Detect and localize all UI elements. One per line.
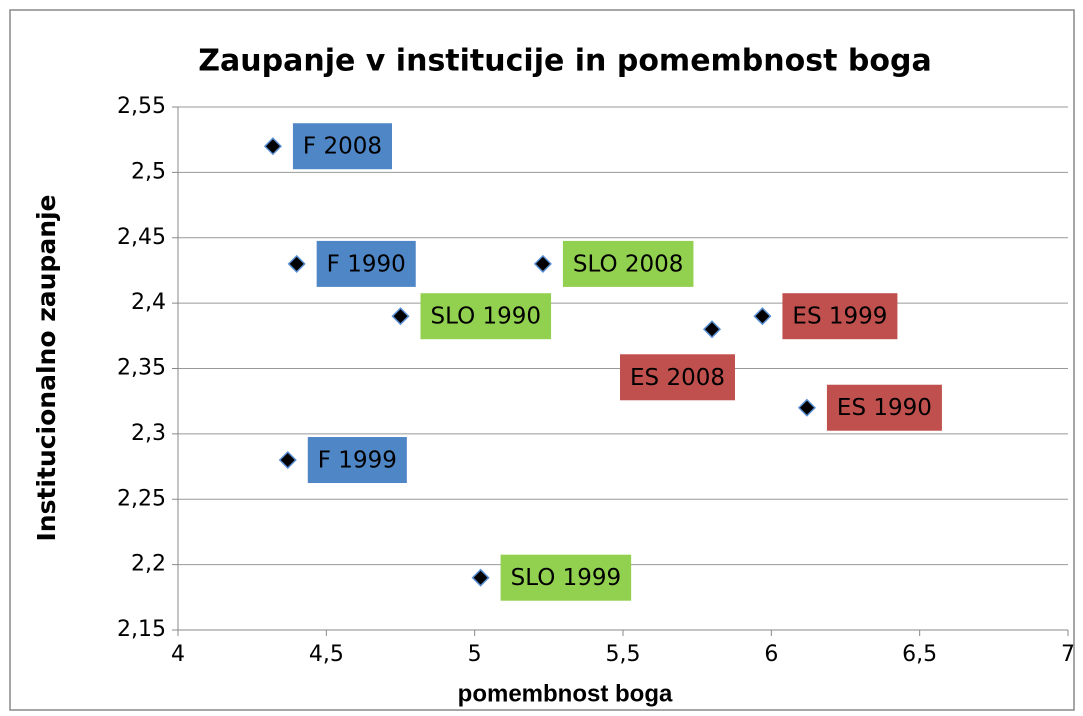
point-label: F 1999 xyxy=(307,437,407,484)
data-label: ES 1999 xyxy=(792,304,887,330)
label-box xyxy=(420,293,552,340)
x-tick-label: 4 xyxy=(171,642,185,667)
label-box xyxy=(826,384,942,431)
point-label: F 1990 xyxy=(316,240,416,287)
y-tick-label: 2,4 xyxy=(131,290,166,315)
data-label: ES 2008 xyxy=(630,365,725,391)
label-box xyxy=(620,354,735,401)
label-box xyxy=(500,554,632,601)
point-label: SLO 1990 xyxy=(420,293,552,340)
point-label: ES 1999 xyxy=(782,293,898,340)
point-label: ES 2008 xyxy=(620,354,735,401)
point xyxy=(753,307,772,326)
data-label: F 2008 xyxy=(303,134,382,160)
chart-border xyxy=(9,9,1075,711)
point xyxy=(263,137,282,156)
label-box xyxy=(292,123,393,170)
x-tick-label: 6,5 xyxy=(902,642,937,667)
label-box xyxy=(562,240,694,287)
x-tick-label: 4,5 xyxy=(309,642,344,667)
y-tick-label: 2,35 xyxy=(117,356,166,381)
data-label: SLO 2008 xyxy=(573,251,684,277)
point xyxy=(471,568,490,587)
label-box xyxy=(782,293,898,340)
data-label: ES 1990 xyxy=(837,395,932,421)
point-label: SLO 1999 xyxy=(500,554,632,601)
data-label: SLO 1990 xyxy=(431,304,542,330)
point xyxy=(702,320,722,339)
point xyxy=(278,450,297,470)
y-tick-label: 2,15 xyxy=(117,617,166,642)
x-tick-label: 5 xyxy=(468,642,482,667)
y-axis-label: Institucionalno zaupanje xyxy=(32,194,61,541)
point-label: F 2008 xyxy=(292,123,393,170)
point-label: ES 1990 xyxy=(826,384,942,431)
y-tick-label: 2,5 xyxy=(131,159,166,184)
point-label: SLO 2008 xyxy=(562,240,694,287)
x-tick-label: 6 xyxy=(764,642,778,667)
point xyxy=(797,398,816,417)
x-axis-label: pomembnost boga xyxy=(458,680,673,707)
y-tick-label: 2,3 xyxy=(131,421,166,446)
chart-title: Zaupanje v institucije in pomembnost bog… xyxy=(198,44,931,79)
point xyxy=(287,254,306,273)
y-tick-label: 2,45 xyxy=(117,225,166,250)
label-box xyxy=(316,240,416,287)
data-label: SLO 1999 xyxy=(511,565,622,591)
data-label: F 1999 xyxy=(318,448,397,474)
y-tick-label: 2,2 xyxy=(131,552,166,577)
x-tick-label: 5,5 xyxy=(606,642,641,667)
x-tick-label: 7 xyxy=(1061,642,1075,667)
point xyxy=(533,254,552,273)
data-label: F 1990 xyxy=(327,251,406,277)
point xyxy=(391,307,410,326)
label-box xyxy=(307,437,407,484)
y-tick-label: 2,55 xyxy=(117,94,166,119)
y-tick-label: 2,25 xyxy=(117,486,166,511)
